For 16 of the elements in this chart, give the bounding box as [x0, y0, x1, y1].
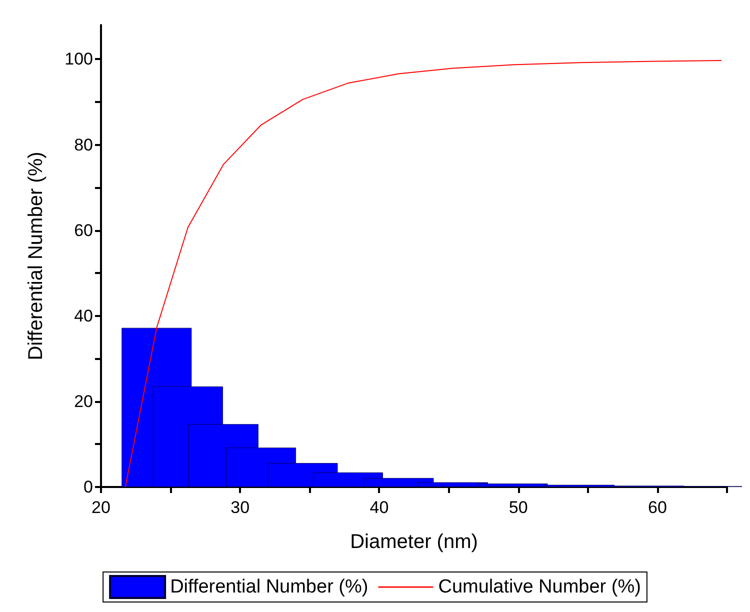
- line-series: [124, 60, 722, 488]
- x-tick-label: 40: [370, 498, 389, 517]
- legend-label: Cumulative Number (%): [438, 576, 641, 598]
- y-tick-label: 100: [64, 50, 93, 69]
- legend-label: Differential Number (%): [170, 576, 368, 598]
- y-tick-label: 60: [74, 220, 93, 240]
- y-tick-label: 40: [74, 306, 93, 326]
- x-tick-label: 60: [648, 498, 667, 517]
- y-tick-label: 80: [74, 135, 93, 154]
- x-axis-title: Diameter (nm): [350, 531, 478, 553]
- x-tick-label: 30: [230, 498, 250, 517]
- y-tick-label: 0: [84, 478, 93, 496]
- y-axis-title: Differential Number (%): [25, 152, 47, 360]
- x-tick-label: 20: [92, 498, 110, 517]
- y-tick-label: 20: [74, 392, 93, 411]
- x-tick-label: 50: [508, 498, 528, 517]
